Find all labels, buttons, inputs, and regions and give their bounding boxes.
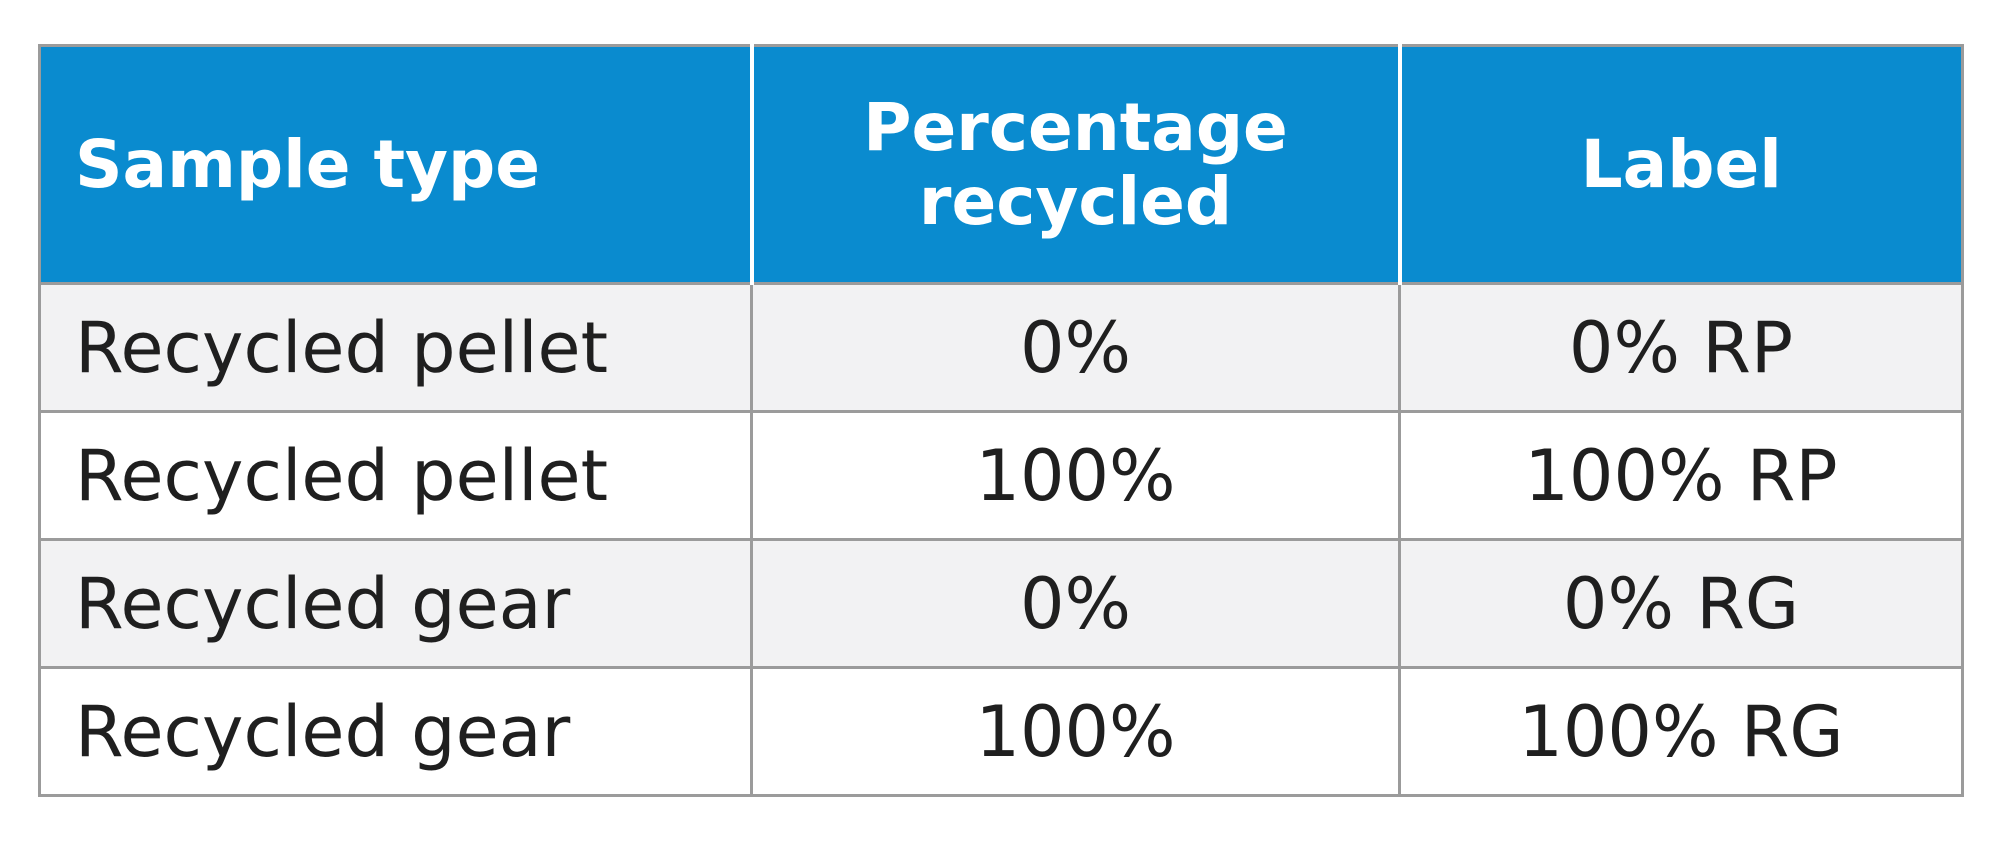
table-row: Recycled pellet 0% 0% RP	[38, 282, 1964, 413]
header-row: Sample type Percentage recycled Label	[38, 44, 1964, 285]
table-row: Recycled gear 100% 100% RG	[38, 666, 1964, 797]
cell-percentage: 100%	[750, 410, 1401, 541]
table-row: Recycled gear 0% 0% RG	[38, 538, 1964, 669]
table-container: Sample type Percentage recycled Label Re…	[38, 44, 1964, 797]
cell-label: 100% RP	[1398, 410, 1964, 541]
cell-sample-type: Recycled gear	[38, 666, 753, 797]
table-row: Recycled pellet 100% 100% RP	[38, 410, 1964, 541]
cell-label: 0% RP	[1398, 282, 1964, 413]
cell-percentage: 100%	[750, 666, 1401, 797]
table-header: Sample type Percentage recycled Label	[38, 44, 1964, 285]
cell-sample-type: Recycled pellet	[38, 410, 753, 541]
cell-label: 100% RG	[1398, 666, 1964, 797]
header-sample-type: Sample type	[38, 44, 753, 285]
cell-label: 0% RG	[1398, 538, 1964, 669]
cell-percentage: 0%	[750, 538, 1401, 669]
cell-percentage: 0%	[750, 282, 1401, 413]
cell-sample-type: Recycled gear	[38, 538, 753, 669]
table-body: Recycled pellet 0% 0% RP Recycled pellet…	[38, 282, 1964, 797]
header-label: Label	[1397, 44, 1964, 285]
header-percentage-recycled: Percentage recycled	[749, 44, 1401, 285]
data-table: Sample type Percentage recycled Label Re…	[38, 44, 1964, 797]
cell-sample-type: Recycled pellet	[38, 282, 753, 413]
